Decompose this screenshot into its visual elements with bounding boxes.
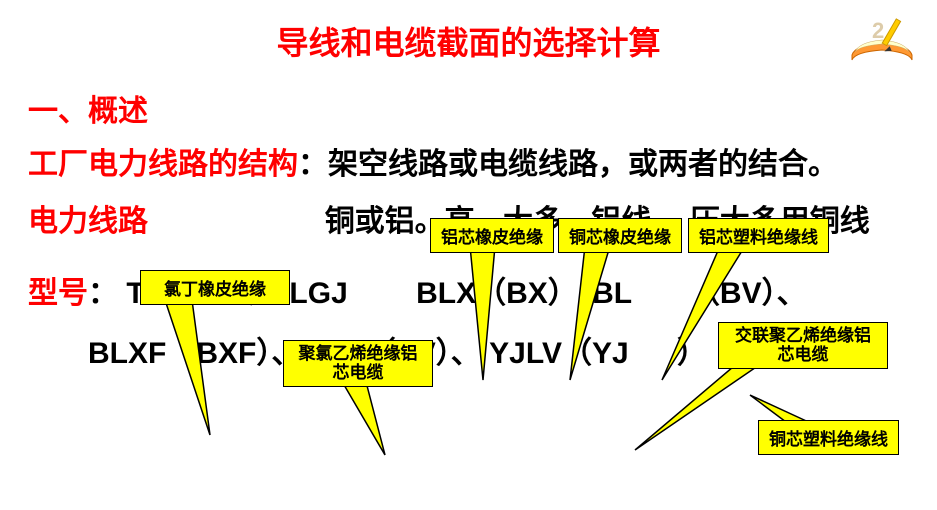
- model-label: 型号: [28, 277, 88, 310]
- section-heading: 一、概述: [28, 86, 909, 130]
- svg-text:2: 2: [872, 18, 884, 43]
- para1-label: 工厂电力线路的结构: [28, 148, 298, 181]
- para1-text: ：架空线路或电缆线路，或两者的结合。: [298, 148, 838, 181]
- callout-cu-plastic: 铜芯塑料绝缘线: [758, 420, 899, 455]
- model-colon: ：: [88, 277, 118, 310]
- callout-alu-plastic: 铝芯塑料绝缘线: [688, 218, 829, 253]
- pointer-c3: [455, 240, 535, 390]
- page-title: 导线和电缆截面的选择计算: [0, 0, 937, 64]
- notebook-icon: 2: [847, 10, 917, 70]
- callout-cu-rubber: 铜芯橡皮绝缘: [558, 218, 682, 253]
- callout-chloroprene: 氯丁橡皮绝缘: [140, 270, 290, 305]
- para2-label: 电力线路: [28, 205, 148, 238]
- callout-alu-rubber: 铝芯橡皮绝缘: [430, 218, 554, 253]
- callout-xlpe-alu: 交联聚乙烯绝缘铝芯电缆: [718, 322, 888, 369]
- callout-pvc-alu: 聚氯乙烯绝缘铝芯电缆: [283, 340, 433, 387]
- paragraph-structure: 工厂电力线路的结构：架空线路或电缆线路，或两者的结合。: [28, 142, 909, 187]
